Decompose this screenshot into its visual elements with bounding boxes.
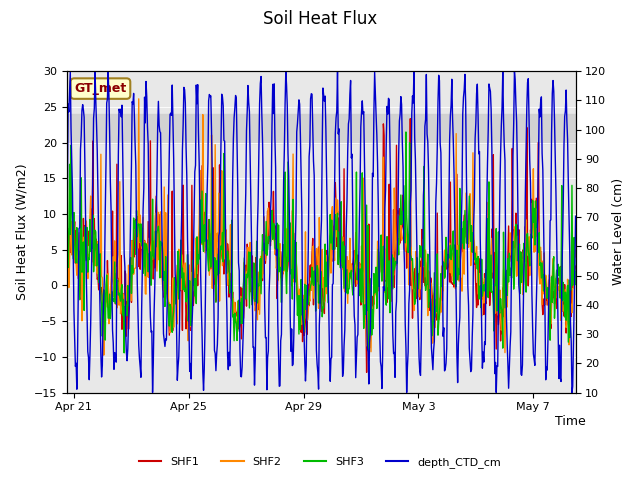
Bar [67,114,575,143]
X-axis label: Time: Time [555,415,586,428]
Text: Soil Heat Flux: Soil Heat Flux [263,10,377,28]
Text: GT_met: GT_met [74,82,127,95]
Legend: SHF1, SHF2, SHF3, depth_CTD_cm: SHF1, SHF2, SHF3, depth_CTD_cm [135,452,505,472]
Y-axis label: Water Level (cm): Water Level (cm) [612,178,625,286]
Y-axis label: Soil Heat Flux (W/m2): Soil Heat Flux (W/m2) [15,164,28,300]
